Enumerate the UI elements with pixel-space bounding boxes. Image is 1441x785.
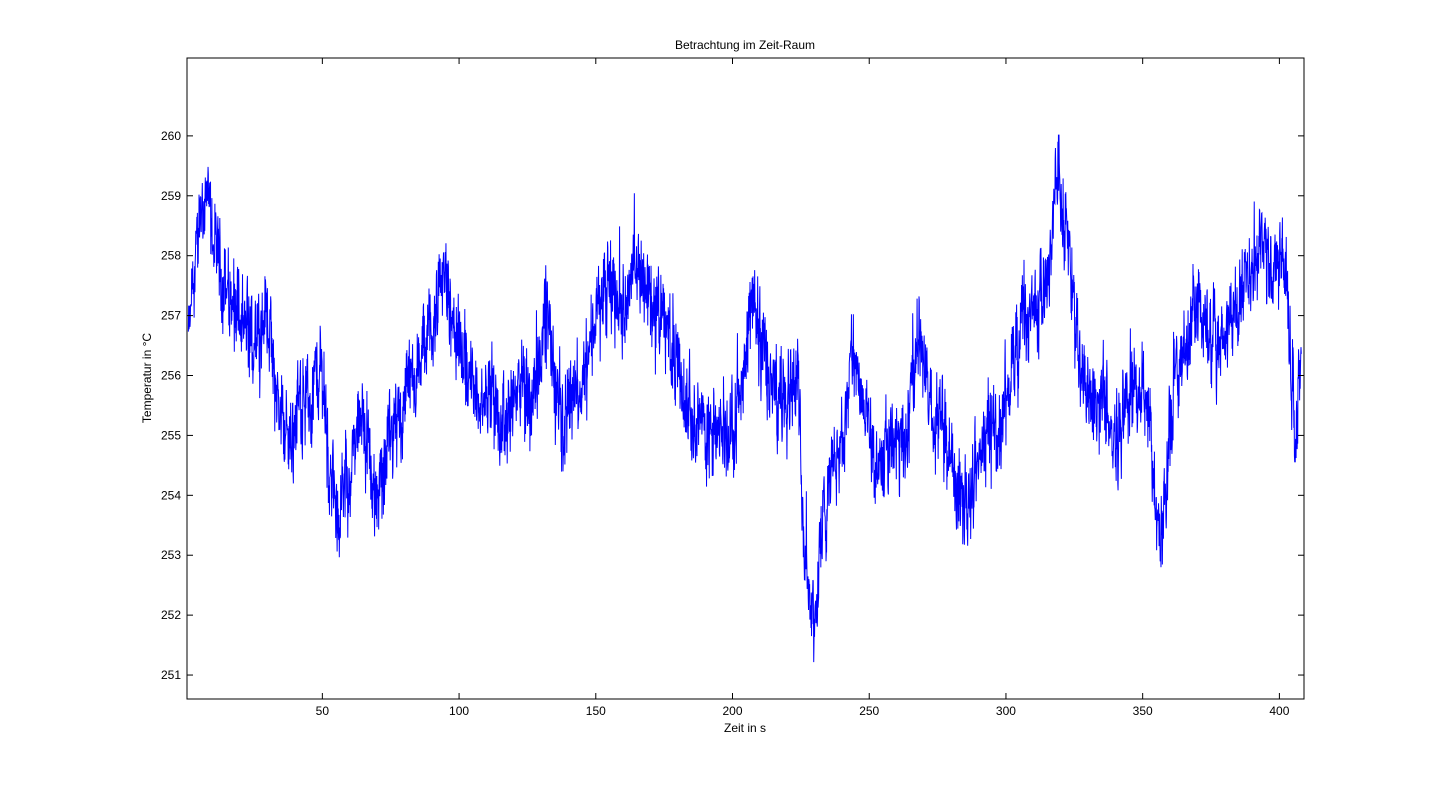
x-tick-label: 350 bbox=[1133, 704, 1153, 718]
y-tick-label: 259 bbox=[161, 189, 181, 203]
x-tick-label: 250 bbox=[859, 704, 879, 718]
axes-box bbox=[186, 57, 1305, 700]
y-tick-label: 255 bbox=[161, 428, 181, 442]
x-tick-label: 100 bbox=[449, 704, 469, 718]
y-tick-label: 256 bbox=[161, 369, 181, 383]
x-tick-label: 200 bbox=[722, 704, 742, 718]
plot-background bbox=[187, 58, 1304, 699]
x-axis-ticks: 50 100 150 200 250 300 350 400 bbox=[316, 58, 1290, 718]
temperature-series-line bbox=[187, 134, 1302, 663]
chart-title: Betrachtung im Zeit-Raum bbox=[675, 38, 815, 52]
x-tick-label: 50 bbox=[316, 704, 330, 718]
plot-area bbox=[186, 57, 1305, 700]
y-tick-label: 258 bbox=[161, 249, 181, 263]
x-tick-label: 400 bbox=[1269, 704, 1289, 718]
series-layer bbox=[187, 134, 1302, 663]
y-tick-label: 260 bbox=[161, 129, 181, 143]
y-tick-label: 252 bbox=[161, 608, 181, 622]
x-tick-label: 150 bbox=[586, 704, 606, 718]
y-axis-ticks: 251 252 253 254 255 256 257 258 259 260 bbox=[161, 129, 1304, 682]
x-axis-title: Zeit in s bbox=[724, 721, 766, 735]
y-tick-label: 254 bbox=[161, 488, 181, 502]
y-axis-title: Temperatur in °C bbox=[140, 333, 154, 423]
y-tick-label: 257 bbox=[161, 309, 181, 323]
y-tick-label: 253 bbox=[161, 548, 181, 562]
x-tick-label: 300 bbox=[996, 704, 1016, 718]
y-tick-label: 251 bbox=[161, 668, 181, 682]
